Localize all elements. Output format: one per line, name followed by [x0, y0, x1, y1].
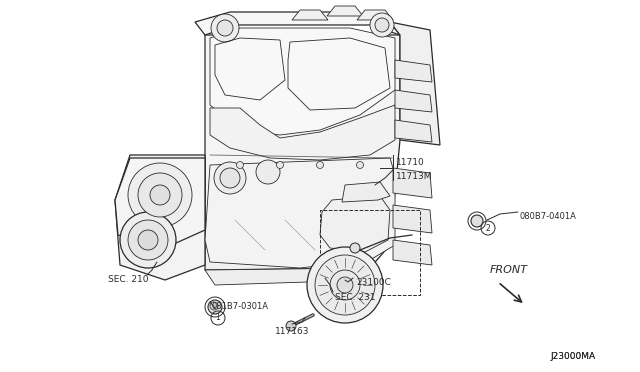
- Circle shape: [330, 270, 360, 300]
- Polygon shape: [292, 10, 328, 20]
- Circle shape: [120, 212, 176, 268]
- Polygon shape: [320, 196, 390, 252]
- Circle shape: [471, 215, 483, 227]
- Circle shape: [220, 168, 240, 188]
- Circle shape: [237, 161, 243, 169]
- Circle shape: [150, 185, 170, 205]
- Circle shape: [370, 13, 394, 37]
- Circle shape: [217, 20, 233, 36]
- Circle shape: [128, 220, 168, 260]
- Circle shape: [128, 163, 192, 227]
- Text: SEC. 231: SEC. 231: [335, 293, 376, 302]
- Circle shape: [350, 243, 360, 253]
- Text: 23100C: 23100C: [356, 278, 391, 287]
- Circle shape: [210, 302, 218, 310]
- Circle shape: [307, 247, 383, 323]
- Text: SEC. 210: SEC. 210: [108, 275, 148, 284]
- Polygon shape: [393, 168, 432, 198]
- Polygon shape: [327, 6, 363, 16]
- Circle shape: [317, 161, 323, 169]
- Text: 2: 2: [486, 224, 490, 232]
- Text: 117163: 117163: [275, 327, 309, 336]
- Circle shape: [286, 321, 296, 331]
- Polygon shape: [115, 158, 205, 248]
- Polygon shape: [393, 240, 432, 265]
- Polygon shape: [395, 90, 432, 112]
- Circle shape: [315, 255, 375, 315]
- Text: FRONT: FRONT: [490, 265, 528, 275]
- Polygon shape: [393, 205, 432, 233]
- Circle shape: [138, 173, 182, 217]
- Polygon shape: [205, 230, 390, 270]
- Text: 11713M: 11713M: [396, 172, 433, 181]
- Polygon shape: [395, 60, 432, 82]
- Polygon shape: [205, 35, 400, 260]
- Circle shape: [375, 18, 389, 32]
- Polygon shape: [395, 120, 432, 142]
- Circle shape: [276, 161, 284, 169]
- Circle shape: [256, 160, 280, 184]
- Circle shape: [208, 300, 222, 314]
- Polygon shape: [195, 12, 400, 35]
- Bar: [320, 210, 420, 295]
- Text: 1: 1: [216, 314, 220, 323]
- Text: 11710: 11710: [396, 158, 425, 167]
- Circle shape: [214, 162, 246, 194]
- Text: J23000MA: J23000MA: [551, 352, 596, 361]
- Circle shape: [356, 161, 364, 169]
- Text: J23000MA: J23000MA: [551, 352, 596, 361]
- Circle shape: [337, 277, 353, 293]
- Circle shape: [211, 14, 239, 42]
- Polygon shape: [210, 28, 395, 135]
- Polygon shape: [115, 155, 205, 280]
- Polygon shape: [390, 22, 440, 145]
- Text: 080B7-0401A: 080B7-0401A: [520, 212, 577, 221]
- Text: 081B7-0301A: 081B7-0301A: [212, 302, 269, 311]
- Circle shape: [138, 230, 158, 250]
- Polygon shape: [342, 182, 390, 202]
- Polygon shape: [357, 10, 393, 20]
- Polygon shape: [210, 105, 395, 160]
- Polygon shape: [205, 158, 395, 268]
- Polygon shape: [205, 268, 370, 285]
